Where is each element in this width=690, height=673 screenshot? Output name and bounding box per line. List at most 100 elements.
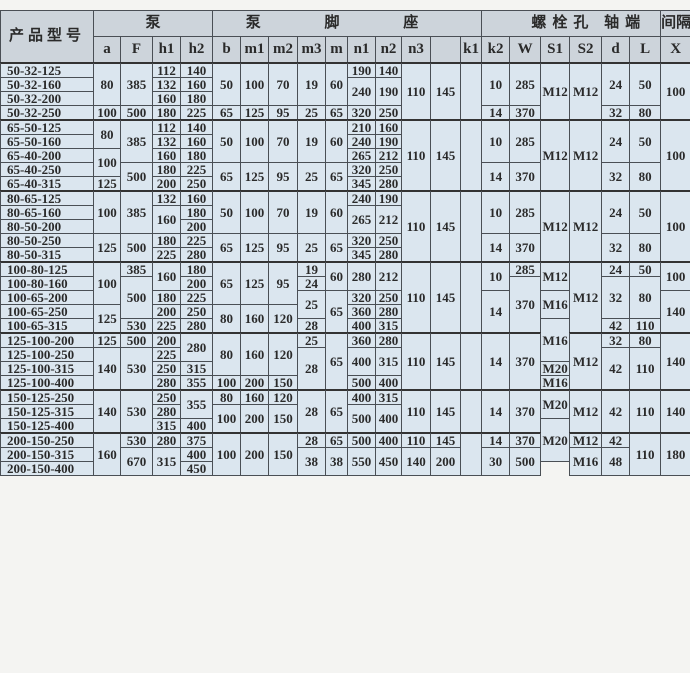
table-cell: 32 [601, 276, 631, 319]
table-cell: 60 [325, 190, 349, 234]
table-cell: 100 [240, 62, 270, 106]
table-cell: 14 [481, 162, 511, 192]
table-cell: M12 [540, 119, 571, 192]
table-cell: 240 [347, 190, 377, 206]
table-cell: 80 [212, 304, 242, 334]
table-cell: 14 [481, 432, 511, 448]
table-cell: 100 [212, 375, 242, 391]
model-cell: 100-65-250 [0, 304, 94, 319]
table-cell: 320 [347, 290, 377, 305]
table-cell: 285 [509, 190, 542, 234]
table-cell: 28 [297, 389, 327, 434]
table-cell: 80 [93, 119, 121, 149]
table-cell: 320 [347, 105, 377, 121]
column-header: n3 [401, 36, 432, 64]
table-cell: 530 [120, 347, 153, 391]
table-cell: 280 [375, 176, 403, 192]
column-header: S1 [540, 36, 571, 64]
table-cell: 200 [240, 432, 270, 476]
table-cell: 250 [179, 176, 214, 192]
model-cell: 125-100-250 [0, 347, 94, 362]
table-cell: 180 [152, 162, 181, 177]
table-cell: 160 [152, 261, 181, 291]
column-header: W [509, 36, 542, 64]
table-cell: 110 [401, 190, 432, 263]
table-cell: 140 [660, 389, 690, 434]
table-cell: 50 [212, 190, 242, 234]
table-row: M16 [1, 290, 690, 319]
table-cell: 400 [179, 418, 214, 434]
table-cell: 500 [347, 404, 377, 434]
table-cell: 240 [347, 134, 377, 149]
table-cell: 180 [179, 91, 214, 106]
table-cell: 80 [629, 105, 662, 121]
table-cell: 19 [297, 261, 327, 277]
table-cell: 180 [152, 290, 181, 305]
table-cell: 160 [240, 332, 270, 376]
model-cell: 100-80-125 [0, 261, 94, 277]
table-cell: 200 [240, 404, 270, 434]
table-cell: 10 [481, 261, 511, 291]
table-cell: 500 [120, 162, 153, 192]
table-cell: 140 [179, 62, 214, 78]
table-cell: 110 [401, 62, 432, 121]
table-cell: 42 [601, 432, 631, 448]
table-cell: 160 [93, 432, 121, 476]
table-cell: 100 [93, 190, 121, 234]
table-cell: 110 [401, 261, 432, 334]
model-cell: 65-50-125 [0, 119, 94, 135]
table-cell: 190 [375, 134, 403, 149]
table-cell: 250 [152, 389, 181, 405]
table-cell: 210 [347, 119, 377, 135]
table-cell: 70 [268, 62, 299, 106]
table-cell: 280 [152, 404, 181, 419]
table-cell: 385 [120, 119, 153, 163]
column-header: m [325, 36, 349, 64]
table-cell: 250 [152, 361, 181, 376]
table-cell: M12 [540, 62, 571, 121]
table-cell: 160 [179, 190, 214, 206]
table-cell: 38 [325, 447, 349, 476]
table-cell: 145 [430, 389, 462, 434]
table-cell: 30 [481, 447, 511, 476]
table-cell: 225 [179, 290, 214, 305]
table-cell: 100 [660, 62, 690, 121]
table-cell: 200 [179, 219, 214, 234]
table-cell: 140 [93, 347, 121, 391]
table-cell: 65 [325, 290, 349, 334]
table-cell: 190 [375, 77, 403, 106]
table-cell: 50 [629, 190, 662, 234]
table-cell: 280 [152, 432, 181, 448]
column-header: F [120, 36, 153, 64]
table-cell: 190 [375, 190, 403, 206]
column-header: L [629, 36, 662, 64]
table-cell: 32 [601, 162, 631, 192]
table-cell: 95 [268, 233, 299, 263]
table-cell: 500 [120, 233, 153, 263]
table-cell: 530 [120, 432, 153, 448]
column-header: k2 [481, 36, 511, 64]
table-cell: 100 [212, 404, 242, 434]
table-cell: 345 [347, 176, 377, 192]
table-cell: 370 [509, 389, 542, 434]
model-cell: 100-65-200 [0, 290, 94, 305]
table-cell: 180 [152, 105, 181, 121]
table-cell: 125 [240, 261, 270, 305]
table-cell: 145 [430, 432, 462, 448]
table-cell: 530 [120, 318, 153, 334]
table-cell: M16 [540, 290, 571, 319]
table-cell: 132 [152, 77, 181, 92]
table-cell: 70 [268, 119, 299, 163]
table-cell [460, 261, 483, 334]
table-cell: 280 [375, 247, 403, 263]
table-cell: 125 [240, 233, 270, 263]
table-cell: 355 [179, 389, 214, 419]
table-cell: 200 [240, 375, 270, 391]
table-cell: 360 [347, 304, 377, 319]
table-cell: 25 [297, 290, 327, 319]
table-cell: 100 [660, 119, 690, 192]
table-cell: 125 [93, 233, 121, 263]
table-cell: 285 [509, 119, 542, 163]
table-cell: 28 [297, 347, 327, 391]
table-cell: 150 [268, 404, 299, 434]
